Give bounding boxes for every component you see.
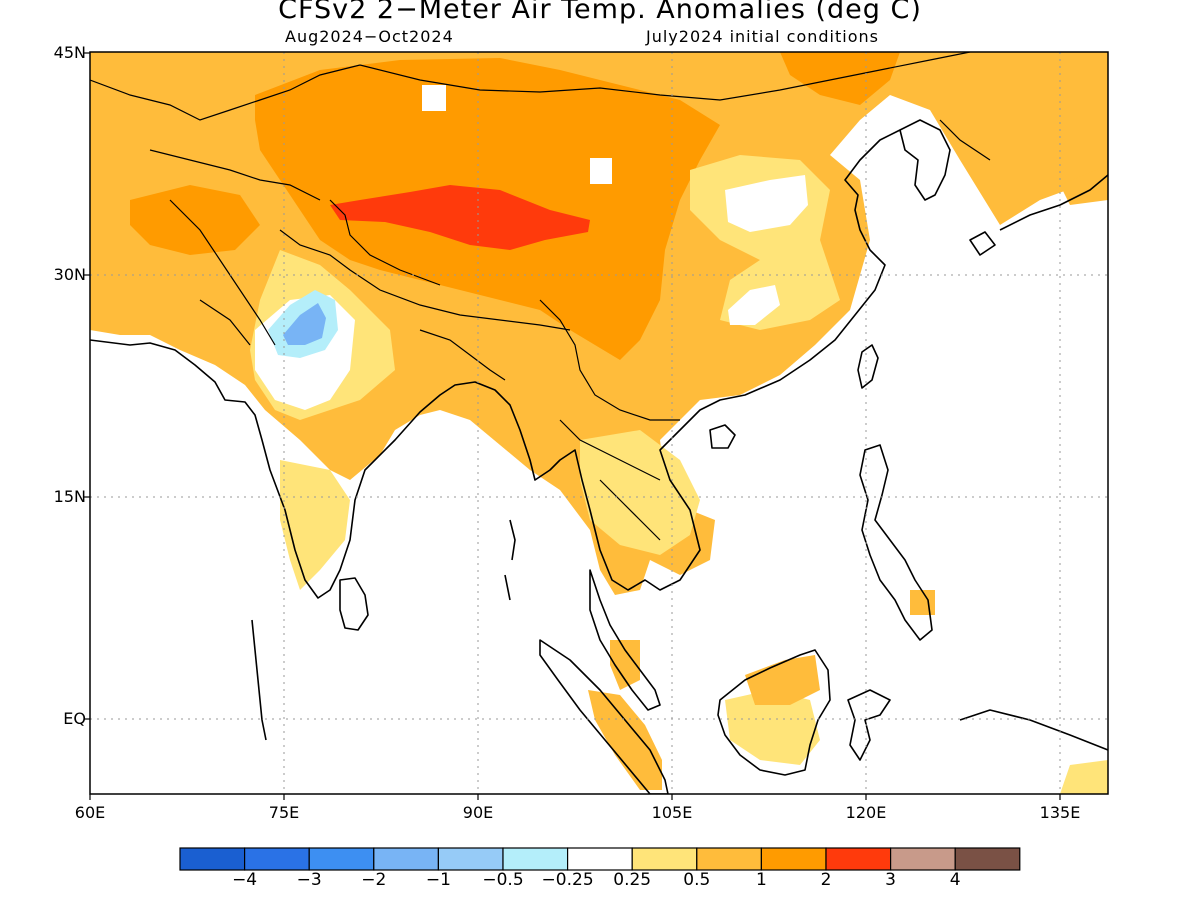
colorbar-swatch (437, 847, 504, 871)
colorbar-tick-label: −2 (361, 870, 387, 890)
coastline-arabian-sea (90, 129, 901, 599)
axis-ticks (84, 52, 1061, 800)
map-area (90, 52, 1108, 794)
colorbar-tick-label: 3 (885, 870, 897, 890)
anomaly-region-philippines (910, 590, 935, 615)
cool-anomaly-inner (283, 303, 326, 345)
colorbar-tick-label: 1 (755, 870, 767, 890)
colorbar-swatch (631, 847, 698, 871)
colorbar-tick-label: −3 (296, 870, 322, 890)
lon-label-105e: 105E (651, 803, 693, 822)
coastline-malay-peninsula (589, 569, 661, 711)
coastline-sri-lanka (339, 577, 369, 631)
neutral-box-north (422, 85, 446, 111)
lon-label-60e: 60E (74, 803, 106, 822)
coastline-maldives (251, 619, 267, 741)
colorbar-swatch (244, 847, 310, 871)
coastline-sulawesi (847, 689, 891, 761)
coastline-new-guinea (959, 709, 1108, 751)
lat-label-eq: EQ (63, 709, 86, 728)
colorbar (179, 847, 1021, 871)
neutral-box-plateau (590, 158, 612, 184)
colorbar-tick-label: 2 (820, 870, 832, 890)
initial-conditions: July2024 initial conditions (646, 27, 879, 46)
colorbar-swatch (696, 847, 762, 871)
lat-label-15n: 15N (53, 487, 86, 506)
coastline-hainan (709, 424, 736, 449)
forecast-period: Aug2024−Oct2024 (285, 27, 454, 46)
colorbar-swatch (308, 847, 375, 871)
colorbar-tick-label: −0.5 (482, 870, 524, 890)
colorbar-swatch (502, 847, 569, 871)
coastline-borneo (717, 649, 831, 776)
anomaly-region-max (330, 185, 590, 250)
anomaly-region-borneo (725, 690, 820, 765)
neutral-region-east-china (725, 175, 808, 232)
country-borders (90, 52, 991, 541)
coastline-taiwan (857, 344, 879, 389)
coastline-philippines (859, 444, 933, 641)
lon-label-135e: 135E (1039, 803, 1081, 822)
anomaly-region-malaya (610, 640, 640, 690)
anomaly-region-indochina (580, 430, 700, 555)
colorbar-tick-label: 0.25 (613, 870, 652, 890)
anomaly-region-west (130, 185, 260, 255)
colorbar-tick-label: 0.5 (683, 870, 711, 890)
anomaly-region-southeast-corner (1060, 760, 1108, 794)
colorbar-swatch (373, 847, 439, 871)
coastline-korea (899, 119, 951, 201)
lon-label-120e: 120E (845, 803, 887, 822)
lon-label-90e: 90E (462, 803, 494, 822)
coastline-sumatra (539, 639, 669, 794)
lat-label-45n: 45N (53, 43, 86, 62)
colorbar-swatch (825, 847, 892, 871)
lat-label-30n: 30N (53, 265, 86, 284)
colorbar-swatch (954, 847, 1021, 871)
colorbar-swatch (889, 847, 956, 871)
neutral-region-central-china (728, 285, 780, 325)
map-frame (89, 51, 1109, 795)
coastline-japan (969, 174, 1108, 256)
anomaly-region-borneo-north (745, 655, 820, 705)
coastlines (90, 119, 1108, 794)
graticule (90, 52, 1108, 794)
lon-label-75e: 75E (268, 803, 300, 822)
colorbar-tick-label: −0.25 (541, 870, 594, 890)
map-title: CFSv2 2−Meter Air Temp. Anomalies (deg C… (278, 0, 922, 25)
anomaly-region-sumatra (588, 690, 662, 790)
colorbar-tick-label: 4 (949, 870, 961, 890)
colorbar-swatch (760, 847, 827, 871)
coastline-andaman (504, 519, 516, 601)
colorbar-swatch (179, 847, 246, 871)
colorbar-tick-label: −4 (232, 870, 258, 890)
colorbar-tick-label: −1 (425, 870, 451, 890)
anomaly-region-japan (1060, 165, 1108, 205)
colorbar-swatch (566, 847, 633, 871)
